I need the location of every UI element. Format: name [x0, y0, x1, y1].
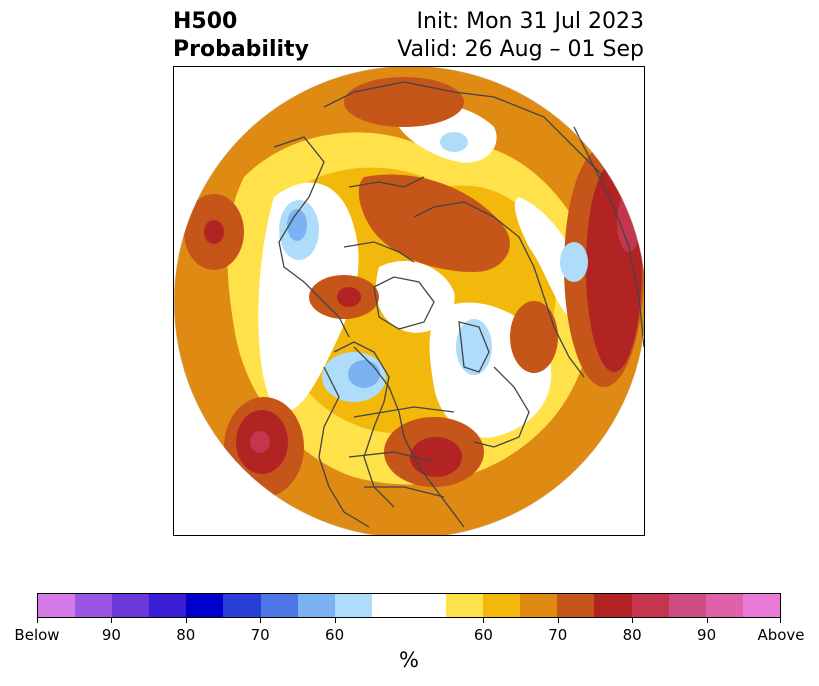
colorbar-tick-label: 60	[473, 626, 493, 644]
orange-core-siberia	[358, 174, 510, 272]
colorbar-segment	[594, 594, 632, 617]
colorbar-tick-label: 70	[548, 626, 568, 644]
colorbar-segment	[38, 594, 76, 617]
probability-field	[174, 67, 644, 535]
colorbar-tick-mark	[111, 618, 113, 623]
colorbar-tick-label: 90	[697, 626, 717, 644]
colorbar-tick-label: 80	[622, 626, 642, 644]
colorbar-segment	[520, 594, 558, 617]
colorbar-tick-label: 70	[250, 626, 270, 644]
colorbar	[37, 593, 781, 618]
valid-date: Valid: 26 Aug – 01 Sep	[397, 37, 644, 62]
white-area-center	[375, 261, 455, 333]
colorbar-segment	[631, 594, 669, 617]
variable-title: H500	[173, 9, 238, 34]
colorbar-tick-mark	[706, 618, 708, 623]
colorbar-segment	[334, 594, 372, 617]
field-title: Probability	[173, 37, 309, 62]
colorbar-tick-mark	[260, 618, 262, 623]
colorbar-tick-mark	[780, 618, 781, 623]
colorbar-segment	[75, 594, 113, 617]
blue-core-1	[287, 209, 307, 241]
colorbar-tick-mark	[185, 618, 187, 623]
colorbar-segment	[557, 594, 595, 617]
blue-area-3	[456, 319, 492, 375]
colorbar-segment	[483, 594, 521, 617]
blue-area-5	[440, 132, 468, 152]
colorbar-tick-mark	[37, 618, 38, 623]
colorbar-tick-label: Below	[14, 626, 60, 644]
orange-core-scand	[510, 301, 558, 373]
colorbar-segment	[705, 594, 743, 617]
colorbar-segment	[408, 594, 447, 617]
colorbar-segment	[186, 594, 224, 617]
pink-core-pacific	[250, 431, 270, 453]
map-panel	[173, 66, 645, 536]
colorbar-segment	[371, 594, 409, 617]
pink-core-europe	[617, 192, 641, 252]
colorbar-tick-mark	[483, 618, 485, 623]
colorbar-tick-mark	[334, 618, 336, 623]
colorbar-tick-mark	[632, 618, 634, 623]
colorbar-segment	[223, 594, 261, 617]
red-core-na	[410, 437, 462, 477]
probability-map	[174, 67, 644, 535]
land-outlines	[273, 81, 644, 528]
colorbar-segment	[260, 594, 298, 617]
colorbar-tick-label: 90	[101, 626, 121, 644]
colorbar-tick-label: Above	[757, 626, 805, 644]
blue-area-4	[560, 242, 588, 282]
colorbar-segment	[149, 594, 187, 617]
colorbar-segment	[742, 594, 780, 617]
init-date: Init: Mon 31 Jul 2023	[416, 9, 644, 34]
colorbar-tick-label: 60	[325, 626, 345, 644]
orange-core-top	[344, 77, 464, 127]
red-core-arctic	[337, 287, 361, 307]
colorbar-segment	[446, 594, 484, 617]
colorbar-label: %	[399, 648, 419, 672]
colorbar-tick-label: 80	[176, 626, 196, 644]
colorbar-tick-mark	[557, 618, 559, 623]
colorbar-segment	[297, 594, 335, 617]
colorbar-segment	[112, 594, 150, 617]
red-core-west	[204, 220, 224, 244]
blue-core-2	[348, 360, 380, 388]
colorbar-segment	[668, 594, 706, 617]
date-block: Init: Mon 31 Jul 2023 Valid: 26 Aug – 01…	[397, 8, 644, 64]
chart-title-block: H500 Probability	[173, 8, 309, 64]
